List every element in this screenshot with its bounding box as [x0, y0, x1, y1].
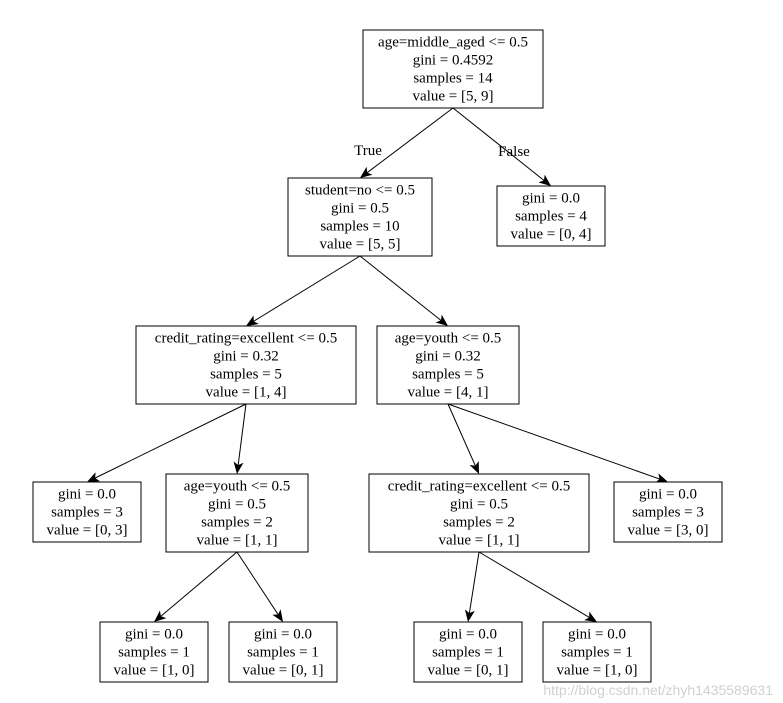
node-line: samples = 3 [51, 505, 123, 521]
node-line: value = [4, 1] [408, 385, 489, 401]
node-line: gini = 0.32 [213, 349, 279, 365]
node-line: samples = 5 [412, 367, 484, 383]
node-line: gini = 0.0 [125, 627, 183, 643]
node-line: samples = 2 [201, 515, 273, 531]
node-line: gini = 0.0 [639, 487, 697, 503]
node-line: value = [1, 1] [197, 533, 278, 549]
tree-node: age=youth <= 0.5 gini = 0.32 samples = 5 va… [377, 326, 519, 404]
tree-edge [468, 552, 479, 620]
node-line: age=middle_aged <= 0.5 [378, 35, 528, 51]
edge-label-false: False [498, 144, 530, 160]
tree-node: gini = 0.0 samples = 3 value = [3, 0] [614, 482, 722, 542]
node-line: value = [0, 1] [243, 663, 324, 679]
node-line: age=youth <= 0.5 [395, 331, 502, 347]
node-line: samples = 1 [432, 645, 504, 661]
node-line: gini = 0.0 [254, 627, 312, 643]
tree-edge [448, 404, 478, 472]
node-line: value = [1, 0] [557, 663, 638, 679]
node-line: credit_rating=excellent <= 0.5 [155, 331, 337, 347]
nodes-group: age=middle_aged <= 0.5 gini = 0.4592 sampl… [33, 30, 722, 682]
watermark-text: http://blog.csdn.net/zhyh1435589631 [543, 682, 773, 698]
tree-node: gini = 0.0 samples = 1 value = [0, 1] [414, 622, 522, 682]
node-line: samples = 1 [561, 645, 633, 661]
node-line: student=no <= 0.5 [305, 183, 415, 199]
node-line: age=youth <= 0.5 [184, 479, 291, 495]
node-line: gini = 0.32 [415, 349, 481, 365]
tree-edge [156, 552, 237, 621]
node-line: samples = 1 [118, 645, 190, 661]
node-line: value = [1, 1] [439, 533, 520, 549]
node-line: gini = 0.5 [208, 497, 266, 513]
node-line: gini = 0.0 [58, 487, 116, 503]
tree-edge [360, 256, 446, 325]
tree-node: credit_rating=excellent <= 0.5 gini = 0.3… [136, 326, 356, 404]
node-line: gini = 0.4592 [413, 53, 494, 69]
node-line: gini = 0.5 [331, 201, 389, 217]
node-line: samples = 3 [632, 505, 704, 521]
node-line: samples = 5 [210, 367, 282, 383]
node-line: samples = 14 [413, 71, 493, 87]
node-line: gini = 0.0 [522, 191, 580, 207]
node-line: credit_rating=excellent <= 0.5 [388, 479, 570, 495]
node-line: value = [0, 3] [47, 523, 128, 539]
node-line: samples = 2 [443, 515, 515, 531]
decision-tree-diagram: True False age=middle_aged <= 0.5 gini = 0… [0, 0, 783, 703]
node-line: gini = 0.5 [450, 497, 508, 513]
node-line: value = [1, 4] [206, 385, 287, 401]
tree-node: gini = 0.0 samples = 1 value = [1, 0] [100, 622, 208, 682]
node-line: value = [0, 1] [428, 663, 509, 679]
tree-edge [89, 404, 246, 481]
tree-node: credit_rating=excellent <= 0.5 gini = 0.5… [369, 474, 589, 552]
node-line: value = [5, 9] [413, 89, 494, 105]
tree-node: gini = 0.0 samples = 3 value = [0, 3] [33, 482, 141, 542]
node-line: gini = 0.0 [439, 627, 497, 643]
tree-node: gini = 0.0 samples = 1 value = [1, 0] [543, 622, 651, 682]
tree-node: gini = 0.0 samples = 1 value = [0, 1] [229, 622, 337, 682]
node-line: samples = 1 [247, 645, 319, 661]
node-line: value = [1, 0] [114, 663, 195, 679]
tree-edge [448, 404, 666, 481]
tree-node: student=no <= 0.5 gini = 0.5 samples = 10 v… [288, 178, 432, 256]
node-line: samples = 10 [320, 219, 399, 235]
tree-edge [237, 404, 246, 472]
edge-label-true: True [354, 143, 382, 159]
node-line: samples = 4 [515, 209, 587, 225]
node-line: value = [0, 4] [511, 227, 592, 243]
tree-node: age=youth <= 0.5 gini = 0.5 samples = 2 val… [166, 474, 308, 552]
tree-node: gini = 0.0 samples = 4 value = [0, 4] [497, 186, 605, 246]
node-line: value = [3, 0] [628, 523, 709, 539]
tree-edge [237, 552, 282, 620]
tree-edge [479, 552, 595, 621]
tree-node: age=middle_aged <= 0.5 gini = 0.4592 sampl… [363, 30, 543, 108]
node-line: value = [5, 5] [320, 237, 401, 253]
node-line: gini = 0.0 [568, 627, 626, 643]
tree-edge [248, 256, 360, 325]
